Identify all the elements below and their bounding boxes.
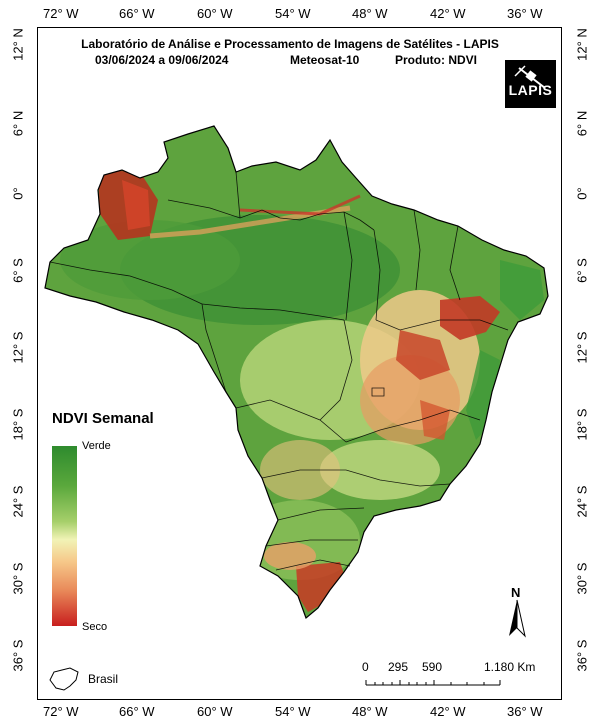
- scale-tick-label: 590: [422, 660, 443, 674]
- scale-bar: [365, 680, 501, 686]
- legend-title: NDVI Semanal: [52, 410, 154, 427]
- lon-tick-bottom: 36° W: [507, 704, 543, 719]
- lon-tick-top: 66° W: [119, 6, 155, 21]
- lon-tick-top: 42° W: [430, 6, 466, 21]
- product-name: Produto: NDVI: [395, 53, 477, 67]
- lon-tick-top: 48° W: [352, 6, 388, 21]
- lon-tick-top: 54° W: [275, 6, 311, 21]
- scale-tick-label: 295: [388, 660, 409, 674]
- legend-high-label: Verde: [82, 440, 111, 452]
- scale-tick-label: 0: [362, 660, 369, 674]
- lon-tick-bottom: 66° W: [119, 704, 155, 719]
- satellite-icon: [514, 65, 546, 89]
- lon-tick-top: 60° W: [197, 6, 233, 21]
- logo-text: LAPIS: [508, 82, 553, 98]
- satellite-name: Meteosat-10: [290, 53, 360, 67]
- inset-label: Brasil: [88, 672, 119, 686]
- lon-tick-bottom: 48° W: [352, 704, 388, 719]
- lon-tick-bottom: 72° W: [43, 704, 79, 719]
- lon-tick-top: 36° W: [507, 6, 543, 21]
- north-arrow-icon: [509, 599, 526, 638]
- lon-tick-bottom: 60° W: [197, 704, 233, 719]
- map-title: Laboratório de Análise e Processamento d…: [81, 37, 499, 51]
- legend-low-label: Seco: [82, 621, 108, 633]
- legend-color-bar: [52, 446, 77, 626]
- scale-tick-label: 1.180 Km: [484, 660, 536, 674]
- lapis-logo: LAPIS: [505, 60, 556, 108]
- date-range: 03/06/2024 a 09/06/2024: [95, 53, 229, 67]
- inset-brazil-outline: [49, 667, 79, 691]
- lon-tick-top: 72° W: [43, 6, 79, 21]
- north-label: N: [511, 585, 521, 600]
- lon-tick-bottom: 54° W: [275, 704, 311, 719]
- lon-tick-bottom: 42° W: [430, 704, 466, 719]
